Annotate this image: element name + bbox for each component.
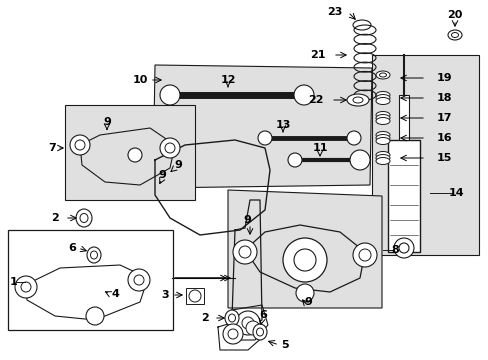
Text: 18: 18 xyxy=(435,93,451,103)
Text: 7: 7 xyxy=(48,143,56,153)
Text: 4: 4 xyxy=(111,289,119,299)
Bar xyxy=(387,140,419,252)
Circle shape xyxy=(283,238,326,282)
Ellipse shape xyxy=(80,213,88,222)
Circle shape xyxy=(236,311,260,335)
Ellipse shape xyxy=(90,251,97,259)
Ellipse shape xyxy=(224,310,239,326)
Bar xyxy=(371,55,478,255)
Circle shape xyxy=(398,243,408,253)
Text: 15: 15 xyxy=(435,153,451,163)
Ellipse shape xyxy=(375,152,389,158)
Circle shape xyxy=(349,150,369,170)
Bar xyxy=(65,105,195,200)
Circle shape xyxy=(293,85,313,105)
Bar xyxy=(398,95,408,140)
Text: 13: 13 xyxy=(275,120,290,130)
Ellipse shape xyxy=(87,247,101,263)
Ellipse shape xyxy=(352,20,370,30)
Ellipse shape xyxy=(352,97,362,103)
Circle shape xyxy=(239,246,250,258)
Ellipse shape xyxy=(252,324,266,340)
Ellipse shape xyxy=(375,71,389,79)
Text: 9: 9 xyxy=(174,160,182,170)
Circle shape xyxy=(160,138,180,158)
Bar xyxy=(8,230,173,330)
Polygon shape xyxy=(153,65,371,188)
Text: 1: 1 xyxy=(10,277,18,287)
Circle shape xyxy=(258,131,271,145)
Circle shape xyxy=(223,324,243,344)
Text: 9: 9 xyxy=(243,215,250,225)
Text: 5: 5 xyxy=(281,340,288,350)
Text: 20: 20 xyxy=(447,10,462,20)
Ellipse shape xyxy=(256,328,263,336)
Text: 12: 12 xyxy=(220,75,235,85)
Ellipse shape xyxy=(379,73,386,77)
Circle shape xyxy=(189,290,201,302)
Circle shape xyxy=(352,243,376,267)
Circle shape xyxy=(295,284,313,302)
Text: 17: 17 xyxy=(435,113,451,123)
Circle shape xyxy=(242,317,253,329)
Ellipse shape xyxy=(375,131,389,139)
Circle shape xyxy=(393,238,413,258)
Circle shape xyxy=(128,269,150,291)
Text: 16: 16 xyxy=(435,133,451,143)
Circle shape xyxy=(245,321,260,335)
Ellipse shape xyxy=(447,30,461,40)
Ellipse shape xyxy=(375,98,389,104)
Ellipse shape xyxy=(375,94,389,102)
Ellipse shape xyxy=(375,135,389,141)
Circle shape xyxy=(75,140,85,150)
Ellipse shape xyxy=(375,91,389,99)
Ellipse shape xyxy=(346,94,368,106)
Circle shape xyxy=(287,153,302,167)
Text: 23: 23 xyxy=(326,7,342,17)
Text: 11: 11 xyxy=(312,143,327,153)
Text: 2: 2 xyxy=(51,213,59,223)
Text: 9: 9 xyxy=(158,170,165,180)
Circle shape xyxy=(358,249,370,261)
Text: 21: 21 xyxy=(309,50,325,60)
Circle shape xyxy=(293,249,315,271)
Circle shape xyxy=(227,329,238,339)
Ellipse shape xyxy=(375,117,389,125)
Bar xyxy=(185,288,203,304)
Ellipse shape xyxy=(375,154,389,162)
Ellipse shape xyxy=(375,158,389,165)
Circle shape xyxy=(160,85,180,105)
Text: 9: 9 xyxy=(304,297,311,307)
Text: 10: 10 xyxy=(132,75,148,85)
Ellipse shape xyxy=(228,314,235,322)
Text: 8: 8 xyxy=(390,245,398,255)
Circle shape xyxy=(86,307,104,325)
Text: 3: 3 xyxy=(161,290,168,300)
Text: 19: 19 xyxy=(435,73,451,83)
Text: 6: 6 xyxy=(68,243,76,253)
Circle shape xyxy=(232,240,257,264)
Ellipse shape xyxy=(375,114,389,122)
Circle shape xyxy=(21,282,31,292)
Polygon shape xyxy=(227,190,381,308)
Text: 22: 22 xyxy=(307,95,323,105)
Text: 2: 2 xyxy=(201,313,208,323)
Circle shape xyxy=(134,275,143,285)
Circle shape xyxy=(70,135,90,155)
Ellipse shape xyxy=(375,112,389,118)
Circle shape xyxy=(15,276,37,298)
Text: 14: 14 xyxy=(447,188,463,198)
Circle shape xyxy=(346,131,360,145)
Circle shape xyxy=(128,148,142,162)
Ellipse shape xyxy=(375,138,389,144)
Ellipse shape xyxy=(450,32,458,37)
Ellipse shape xyxy=(76,209,92,227)
Text: 6: 6 xyxy=(259,310,266,320)
Text: 9: 9 xyxy=(103,117,111,127)
Circle shape xyxy=(164,143,175,153)
